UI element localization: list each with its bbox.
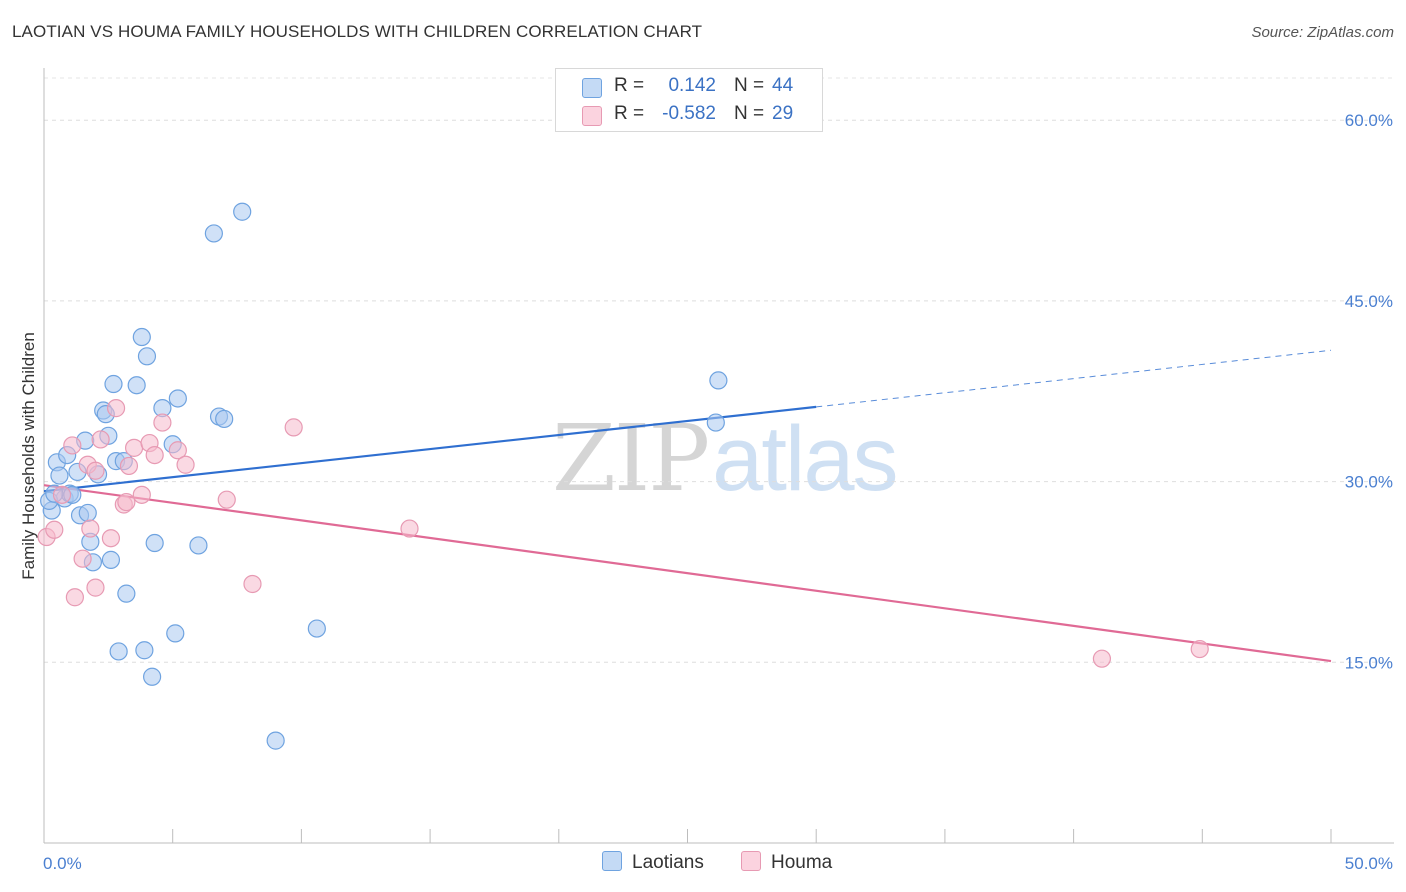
gridlines <box>44 77 1394 663</box>
y-tick-label: 15.0% <box>1345 653 1393 672</box>
trend-line-houma <box>43 484 1332 663</box>
legend-n-value: 44 <box>772 75 794 96</box>
data-point <box>215 409 234 429</box>
legend-r-value: -0.582 <box>662 103 716 124</box>
y-axis-title: Family Households with Children <box>19 332 38 580</box>
data-point <box>127 376 146 395</box>
legend-r-label: R = <box>614 103 645 124</box>
data-point <box>1190 639 1209 659</box>
data-point <box>709 371 728 390</box>
data-point <box>124 438 144 457</box>
data-point <box>50 466 69 485</box>
data-point <box>109 642 128 661</box>
data-point <box>117 584 136 603</box>
data-point <box>86 578 105 597</box>
data-point <box>145 533 164 553</box>
data-point <box>243 574 262 594</box>
legend-n-value: 29 <box>772 103 794 124</box>
data-point <box>101 550 121 569</box>
series-legend-houma: Houma <box>741 851 832 874</box>
x-tick-label: 50.0% <box>1345 854 1393 873</box>
series-legend-laotians: Laotians <box>602 851 704 874</box>
watermark-zip: ZIP <box>552 405 710 512</box>
data-point <box>45 520 64 539</box>
data-point <box>176 455 195 474</box>
series-label-houma: Houma <box>771 852 833 873</box>
series-swatch-laotians <box>602 851 622 871</box>
watermark-atlas: atlas <box>712 408 898 510</box>
watermark: ZIPatlas <box>552 405 899 512</box>
data-point <box>137 347 157 366</box>
data-points <box>37 202 1209 750</box>
data-point <box>706 413 725 432</box>
data-point <box>91 430 110 449</box>
legend-swatch-houma <box>582 106 602 126</box>
data-point <box>52 485 72 504</box>
series-houma <box>37 399 1209 668</box>
legend-r-label: R = <box>614 75 645 96</box>
data-point <box>168 389 187 408</box>
data-point <box>233 202 252 221</box>
data-point <box>106 399 126 418</box>
correlation-legend: R = 0.142 N = 44 R = -0.582 N = 29 <box>555 68 823 132</box>
data-point <box>153 413 172 432</box>
series-swatch-houma <box>741 851 761 871</box>
legend-n-label: N = <box>734 75 765 96</box>
data-point <box>217 490 236 509</box>
data-point <box>63 436 82 455</box>
legend-swatch-laotians <box>582 78 602 98</box>
chart-title: LAOTIAN VS HOUMA FAMILY HOUSEHOLDS WITH … <box>12 22 703 41</box>
data-point <box>204 224 223 243</box>
series-laotians <box>40 202 728 750</box>
axes <box>43 68 1394 844</box>
trend-lines <box>43 349 1332 663</box>
data-point <box>86 461 105 480</box>
x-tick-label: 0.0% <box>43 854 82 873</box>
data-point <box>78 503 97 523</box>
tick-labels: 15.0% 30.0% 45.0% 60.0% 0.0% 50.0% <box>43 111 1393 873</box>
data-point <box>168 441 187 460</box>
y-tick-label: 45.0% <box>1345 292 1393 311</box>
data-point <box>145 445 164 465</box>
data-point <box>73 549 92 568</box>
trend-extension-laotians <box>816 349 1332 408</box>
legend-row-laotians: R = 0.142 N = 44 <box>556 72 822 100</box>
data-point <box>132 485 151 504</box>
legend-r-value: 0.142 <box>668 75 716 96</box>
data-point <box>81 519 100 538</box>
data-point <box>117 492 136 512</box>
data-point <box>400 519 419 538</box>
legend-n-label: N = <box>734 103 765 124</box>
data-point <box>307 619 326 638</box>
y-tick-label: 60.0% <box>1345 111 1393 130</box>
legend-row-houma: R = -0.582 N = 29 <box>556 100 822 128</box>
data-point <box>104 374 123 394</box>
data-point <box>132 327 151 347</box>
data-point <box>1092 649 1112 668</box>
data-point <box>166 624 185 643</box>
series-label-laotians: Laotians <box>632 852 704 873</box>
data-point <box>189 536 208 555</box>
data-point <box>284 418 303 437</box>
data-point <box>65 588 84 607</box>
chart-source: Source: ZipAtlas.com <box>1251 24 1394 41</box>
data-point <box>266 731 285 750</box>
data-point <box>143 667 162 686</box>
y-tick-label: 30.0% <box>1345 473 1393 492</box>
data-point <box>101 529 121 548</box>
data-point <box>119 456 139 476</box>
data-point <box>135 641 154 660</box>
trend-line-laotians <box>43 405 817 493</box>
